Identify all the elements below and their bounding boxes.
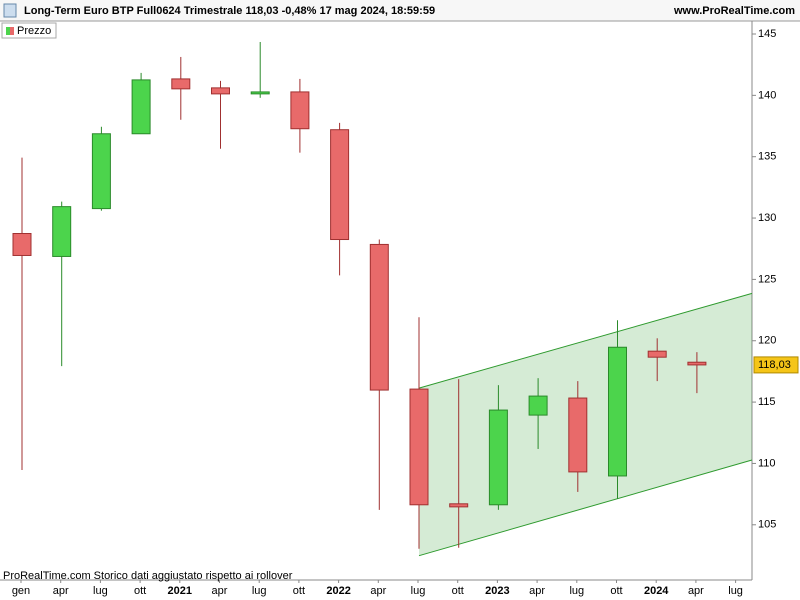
x-tick-label: lug <box>252 585 267 597</box>
y-tick-label: 140 <box>758 89 776 101</box>
y-tick-label: 105 <box>758 519 776 531</box>
legend-swatch <box>6 27 10 35</box>
legend-label: Prezzo <box>17 25 51 37</box>
x-tick-label: 2021 <box>168 585 192 597</box>
candle-body <box>647 350 667 358</box>
x-tick-label: lug <box>728 585 743 597</box>
candle-body <box>91 133 111 210</box>
candle-body <box>52 206 72 257</box>
candle-body <box>449 503 469 508</box>
x-tick-label: ott <box>610 585 622 597</box>
y-tick-label: 135 <box>758 151 776 163</box>
header-bar <box>0 0 800 21</box>
x-tick-label: lug <box>569 585 584 597</box>
legend-swatch <box>10 27 14 35</box>
x-tick-label: gen <box>12 585 30 597</box>
candle-body <box>211 87 230 95</box>
source: www.ProRealTime.com <box>673 5 795 17</box>
x-tick-label: ott <box>293 585 305 597</box>
candle-body <box>250 91 270 95</box>
y-tick-label: 125 <box>758 273 776 285</box>
x-tick-label: lug <box>411 585 426 597</box>
candle-body <box>488 409 508 506</box>
chart-title: Long-Term Euro BTP Full0624 Trimestrale … <box>24 5 435 17</box>
x-tick-label: apr <box>370 585 386 597</box>
last-price-label: 118,03 <box>758 359 791 371</box>
y-tick-label: 120 <box>758 335 776 347</box>
x-tick-label: ott <box>452 585 464 597</box>
x-tick-label: ott <box>134 585 146 597</box>
x-tick-label: 2022 <box>326 585 350 597</box>
channel-lower <box>418 459 753 557</box>
candle-body <box>369 243 389 391</box>
x-tick-label: apr <box>688 585 704 597</box>
logo <box>3 3 17 18</box>
candle-body <box>330 129 350 241</box>
x-tick-label: apr <box>212 585 228 597</box>
channel-upper <box>418 292 753 389</box>
legend-box <box>1 22 57 39</box>
candle-body <box>608 346 627 477</box>
candle-body <box>409 388 429 506</box>
candle-body <box>12 233 32 256</box>
x-tick-label: lug <box>93 585 108 597</box>
candle-body <box>687 361 707 366</box>
last-price-box <box>753 356 799 374</box>
x-tick-label: apr <box>53 585 69 597</box>
y-tick-label: 145 <box>758 28 776 40</box>
x-tick-label: 2024 <box>644 585 669 597</box>
y-tick-label: 115 <box>758 396 776 408</box>
candle-body <box>290 91 310 130</box>
footer: ProRealTime.com Storico dati aggiustato … <box>3 570 293 582</box>
x-tick-label: 2023 <box>485 585 509 597</box>
x-tick-label: apr <box>529 585 545 597</box>
candle-body <box>528 395 548 416</box>
candle-body <box>171 78 191 90</box>
candle-body <box>568 397 588 473</box>
y-tick-label: 110 <box>758 457 776 469</box>
y-tick-label: 130 <box>758 212 776 224</box>
candle-body <box>131 79 151 135</box>
